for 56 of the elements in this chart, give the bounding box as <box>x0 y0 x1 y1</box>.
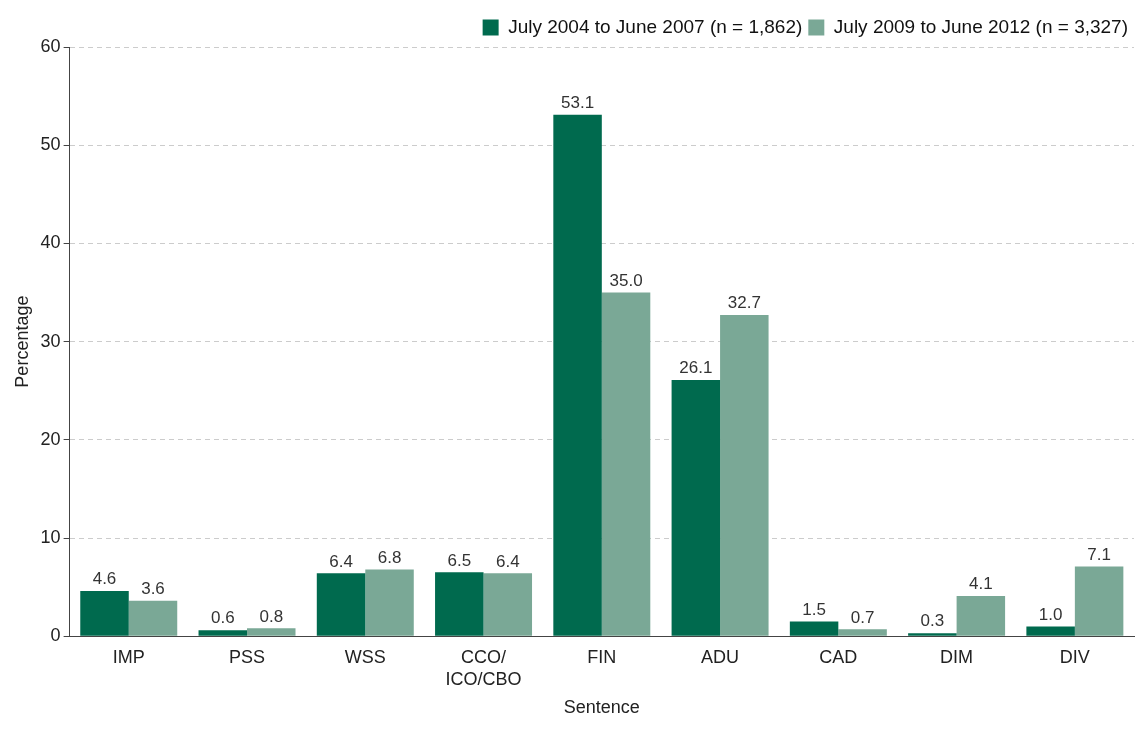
y-tick-label: 40 <box>40 232 61 253</box>
data-label: 6.5 <box>447 550 472 570</box>
x-tick-label: CCO/ICO/CBO <box>445 646 522 689</box>
legend-label: July 2004 to June 2007 (n = 1,862) <box>508 15 803 37</box>
bar <box>365 569 414 636</box>
bar <box>247 628 296 636</box>
y-tick-label: 10 <box>40 526 61 547</box>
y-tick-label: 30 <box>40 330 61 351</box>
data-label: 0.7 <box>850 607 875 627</box>
x-tick-label: FIN <box>587 646 617 667</box>
bar <box>128 600 178 636</box>
x-tick-label: DIV <box>1059 646 1090 667</box>
data-label: 6.8 <box>377 547 402 567</box>
x-tick-label: IMP <box>112 646 145 667</box>
bar <box>908 633 957 636</box>
data-label: 0.8 <box>259 606 284 626</box>
data-label: 4.1 <box>969 574 993 594</box>
x-tick-label: CAD <box>819 646 858 667</box>
data-label: 6.4 <box>495 551 520 571</box>
x-tick-label: PSS <box>229 646 266 667</box>
data-label: 32.7 <box>727 293 761 313</box>
x-tick-label: DIM <box>940 646 974 667</box>
legend-label: July 2009 to June 2012 (n = 3,327) <box>833 15 1128 37</box>
x-tick-label: WSS <box>344 646 386 667</box>
bar <box>720 315 769 636</box>
data-label: 35.0 <box>609 270 643 290</box>
bar <box>553 114 602 636</box>
bar <box>1026 626 1075 636</box>
data-label: 26.1 <box>679 358 713 378</box>
data-label: 4.6 <box>92 569 117 589</box>
y-tick-label: 50 <box>40 134 61 155</box>
data-label: 7.1 <box>1087 544 1111 564</box>
data-label: 3.6 <box>141 579 165 599</box>
bar <box>316 573 366 636</box>
bar <box>483 573 533 636</box>
bar <box>838 629 887 636</box>
bar <box>80 591 129 636</box>
data-label: 1.0 <box>1038 604 1063 624</box>
y-tick-label: 20 <box>40 428 61 449</box>
bar <box>198 630 248 636</box>
bar <box>671 379 721 636</box>
x-tick-label: ADU <box>701 646 740 667</box>
data-label: 1.5 <box>802 599 826 619</box>
bar <box>435 572 484 636</box>
y-tick-label: 0 <box>50 625 61 646</box>
data-label: 0.6 <box>210 608 235 628</box>
bar <box>789 621 839 636</box>
bar <box>956 595 1006 636</box>
data-label: 53.1 <box>561 92 595 112</box>
y-axis-title: Percentage <box>11 295 32 388</box>
bar <box>1074 566 1124 636</box>
data-label: 6.4 <box>329 551 353 571</box>
bar <box>601 292 651 636</box>
x-axis-title: Sentence <box>563 697 640 718</box>
y-tick-label: 60 <box>40 35 61 56</box>
data-label: 0.3 <box>920 611 945 631</box>
